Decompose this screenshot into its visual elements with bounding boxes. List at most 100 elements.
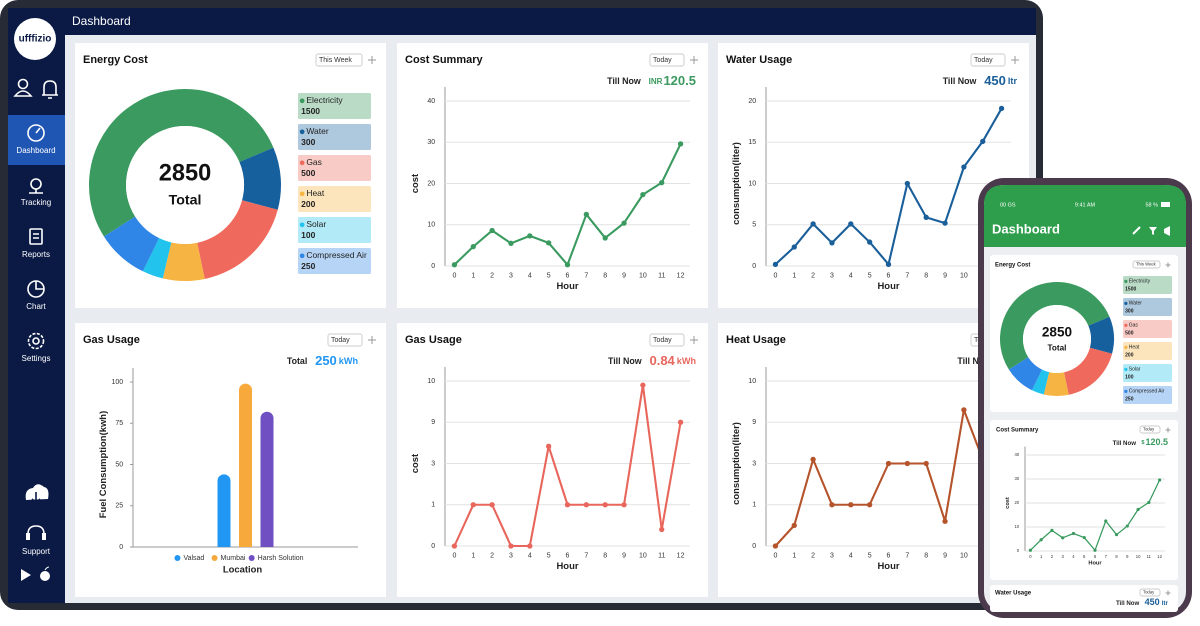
nav-label[interactable]: Dashboard [16, 146, 55, 155]
bell-icon[interactable] [42, 80, 58, 99]
period-label[interactable]: Today [1143, 427, 1155, 432]
nav-label[interactable]: Reports [22, 250, 50, 259]
x-tick-label: 11 [658, 553, 665, 560]
store-icons[interactable] [21, 566, 50, 581]
legend-label[interactable]: Water [306, 126, 329, 136]
legend-label[interactable]: Water [1129, 301, 1142, 307]
period-select[interactable] [649, 53, 685, 67]
legend-label[interactable]: Solar [1129, 367, 1141, 373]
period-label[interactable]: This Week [1136, 262, 1157, 267]
period-select[interactable] [315, 53, 363, 67]
period-select[interactable] [1139, 425, 1161, 434]
legend-label[interactable]: Compressed Air [1129, 389, 1165, 395]
point [527, 233, 533, 239]
point [961, 164, 967, 170]
legend-value: 200 [301, 199, 315, 209]
legend-box[interactable] [298, 217, 371, 243]
point [640, 191, 646, 198]
x-tick-label: 10 [960, 273, 968, 280]
period-label[interactable]: Today [331, 337, 350, 344]
period-label[interactable]: Today [653, 57, 672, 64]
x-tick-label: 8 [924, 273, 928, 280]
y-tick-label: 9 [752, 419, 756, 426]
x-tick-label: 1 [792, 273, 796, 280]
period-select[interactable] [970, 53, 1006, 67]
legend-box[interactable] [1123, 342, 1172, 360]
move-icon[interactable] [1011, 56, 1019, 64]
support-icon[interactable] [26, 525, 46, 540]
legend-dot[interactable] [211, 555, 218, 561]
legend-box[interactable] [298, 124, 371, 150]
move-icon[interactable] [690, 56, 698, 64]
point [508, 240, 514, 246]
nav-label[interactable]: Chart [26, 302, 46, 311]
point [980, 138, 986, 145]
period-select[interactable] [649, 333, 685, 347]
period-label[interactable]: This Week [319, 57, 352, 64]
legend-label[interactable]: Heat [306, 188, 325, 198]
legend-label[interactable]: Mumbai [221, 555, 246, 562]
legend-label[interactable]: Gas [1129, 323, 1139, 329]
period-select[interactable] [327, 333, 363, 347]
point [677, 419, 684, 425]
legend-dot[interactable] [174, 555, 181, 561]
y-tick-label: 10 [748, 378, 756, 385]
legend-label[interactable]: Harsh Solution [258, 555, 304, 562]
y-tick-label: 0 [752, 543, 756, 550]
support-label[interactable]: Support [22, 547, 51, 556]
legend-label[interactable]: Heat [1129, 345, 1140, 351]
y-tick-label: 9 [431, 419, 435, 426]
legend-label[interactable]: Gas [306, 157, 322, 167]
nav-label[interactable]: Settings [22, 354, 51, 363]
x-tick-label: 10 [1136, 554, 1141, 559]
x-tick-label: 3 [509, 273, 513, 280]
legend-box[interactable] [298, 186, 371, 212]
legend-box[interactable] [1123, 364, 1172, 382]
logo[interactable] [14, 18, 56, 60]
legend-label[interactable]: Compressed Air [306, 250, 367, 260]
period-label[interactable]: Today [653, 337, 672, 344]
period-label[interactable]: Today [1143, 590, 1155, 595]
legend-box[interactable] [1123, 386, 1172, 404]
donut-slice [103, 216, 160, 272]
x-tick-label: 6 [887, 553, 891, 560]
legend-box[interactable] [1123, 320, 1172, 338]
move-icon[interactable] [690, 336, 698, 344]
y-axis-title: consumption(liter) [731, 142, 742, 225]
legend-label[interactable]: Electricity [1129, 279, 1151, 285]
legend-box[interactable] [298, 155, 371, 181]
move-icon[interactable] [368, 336, 376, 344]
download-icon[interactable] [25, 484, 49, 505]
move-icon[interactable] [1165, 590, 1171, 596]
legend-label[interactable]: Valsad [183, 555, 204, 562]
phone-header-icons[interactable] [1132, 226, 1170, 236]
x-tick-label: 1 [471, 553, 475, 560]
move-icon[interactable] [368, 56, 376, 64]
user-icon[interactable] [13, 78, 33, 97]
period-select[interactable] [1139, 588, 1161, 597]
summary-value: 120.5 [1145, 437, 1168, 447]
summary-unit: ltr [1162, 600, 1169, 607]
x-tick-label: 8 [603, 553, 607, 560]
legend-dot[interactable] [248, 555, 255, 561]
period-select[interactable] [1132, 260, 1161, 269]
legend-dot [299, 253, 305, 259]
point [1158, 478, 1162, 482]
legend-box[interactable] [1123, 298, 1172, 316]
x-tick-label: 7 [584, 553, 588, 560]
legend-box[interactable] [298, 248, 371, 274]
legend-box[interactable] [298, 93, 371, 119]
point [1050, 528, 1054, 532]
period-label[interactable]: Today [974, 57, 993, 64]
donut-hole [126, 126, 244, 244]
point [583, 211, 590, 218]
nav-label[interactable]: Tracking [21, 198, 51, 207]
legend-label[interactable]: Solar [306, 219, 326, 229]
move-icon[interactable] [1165, 262, 1171, 268]
x-axis-title: Hour [556, 281, 578, 292]
dashboard-icon [27, 124, 45, 142]
legend-label[interactable]: Electricity [306, 95, 343, 105]
move-icon[interactable] [1165, 427, 1171, 433]
legend-box[interactable] [1123, 276, 1172, 294]
